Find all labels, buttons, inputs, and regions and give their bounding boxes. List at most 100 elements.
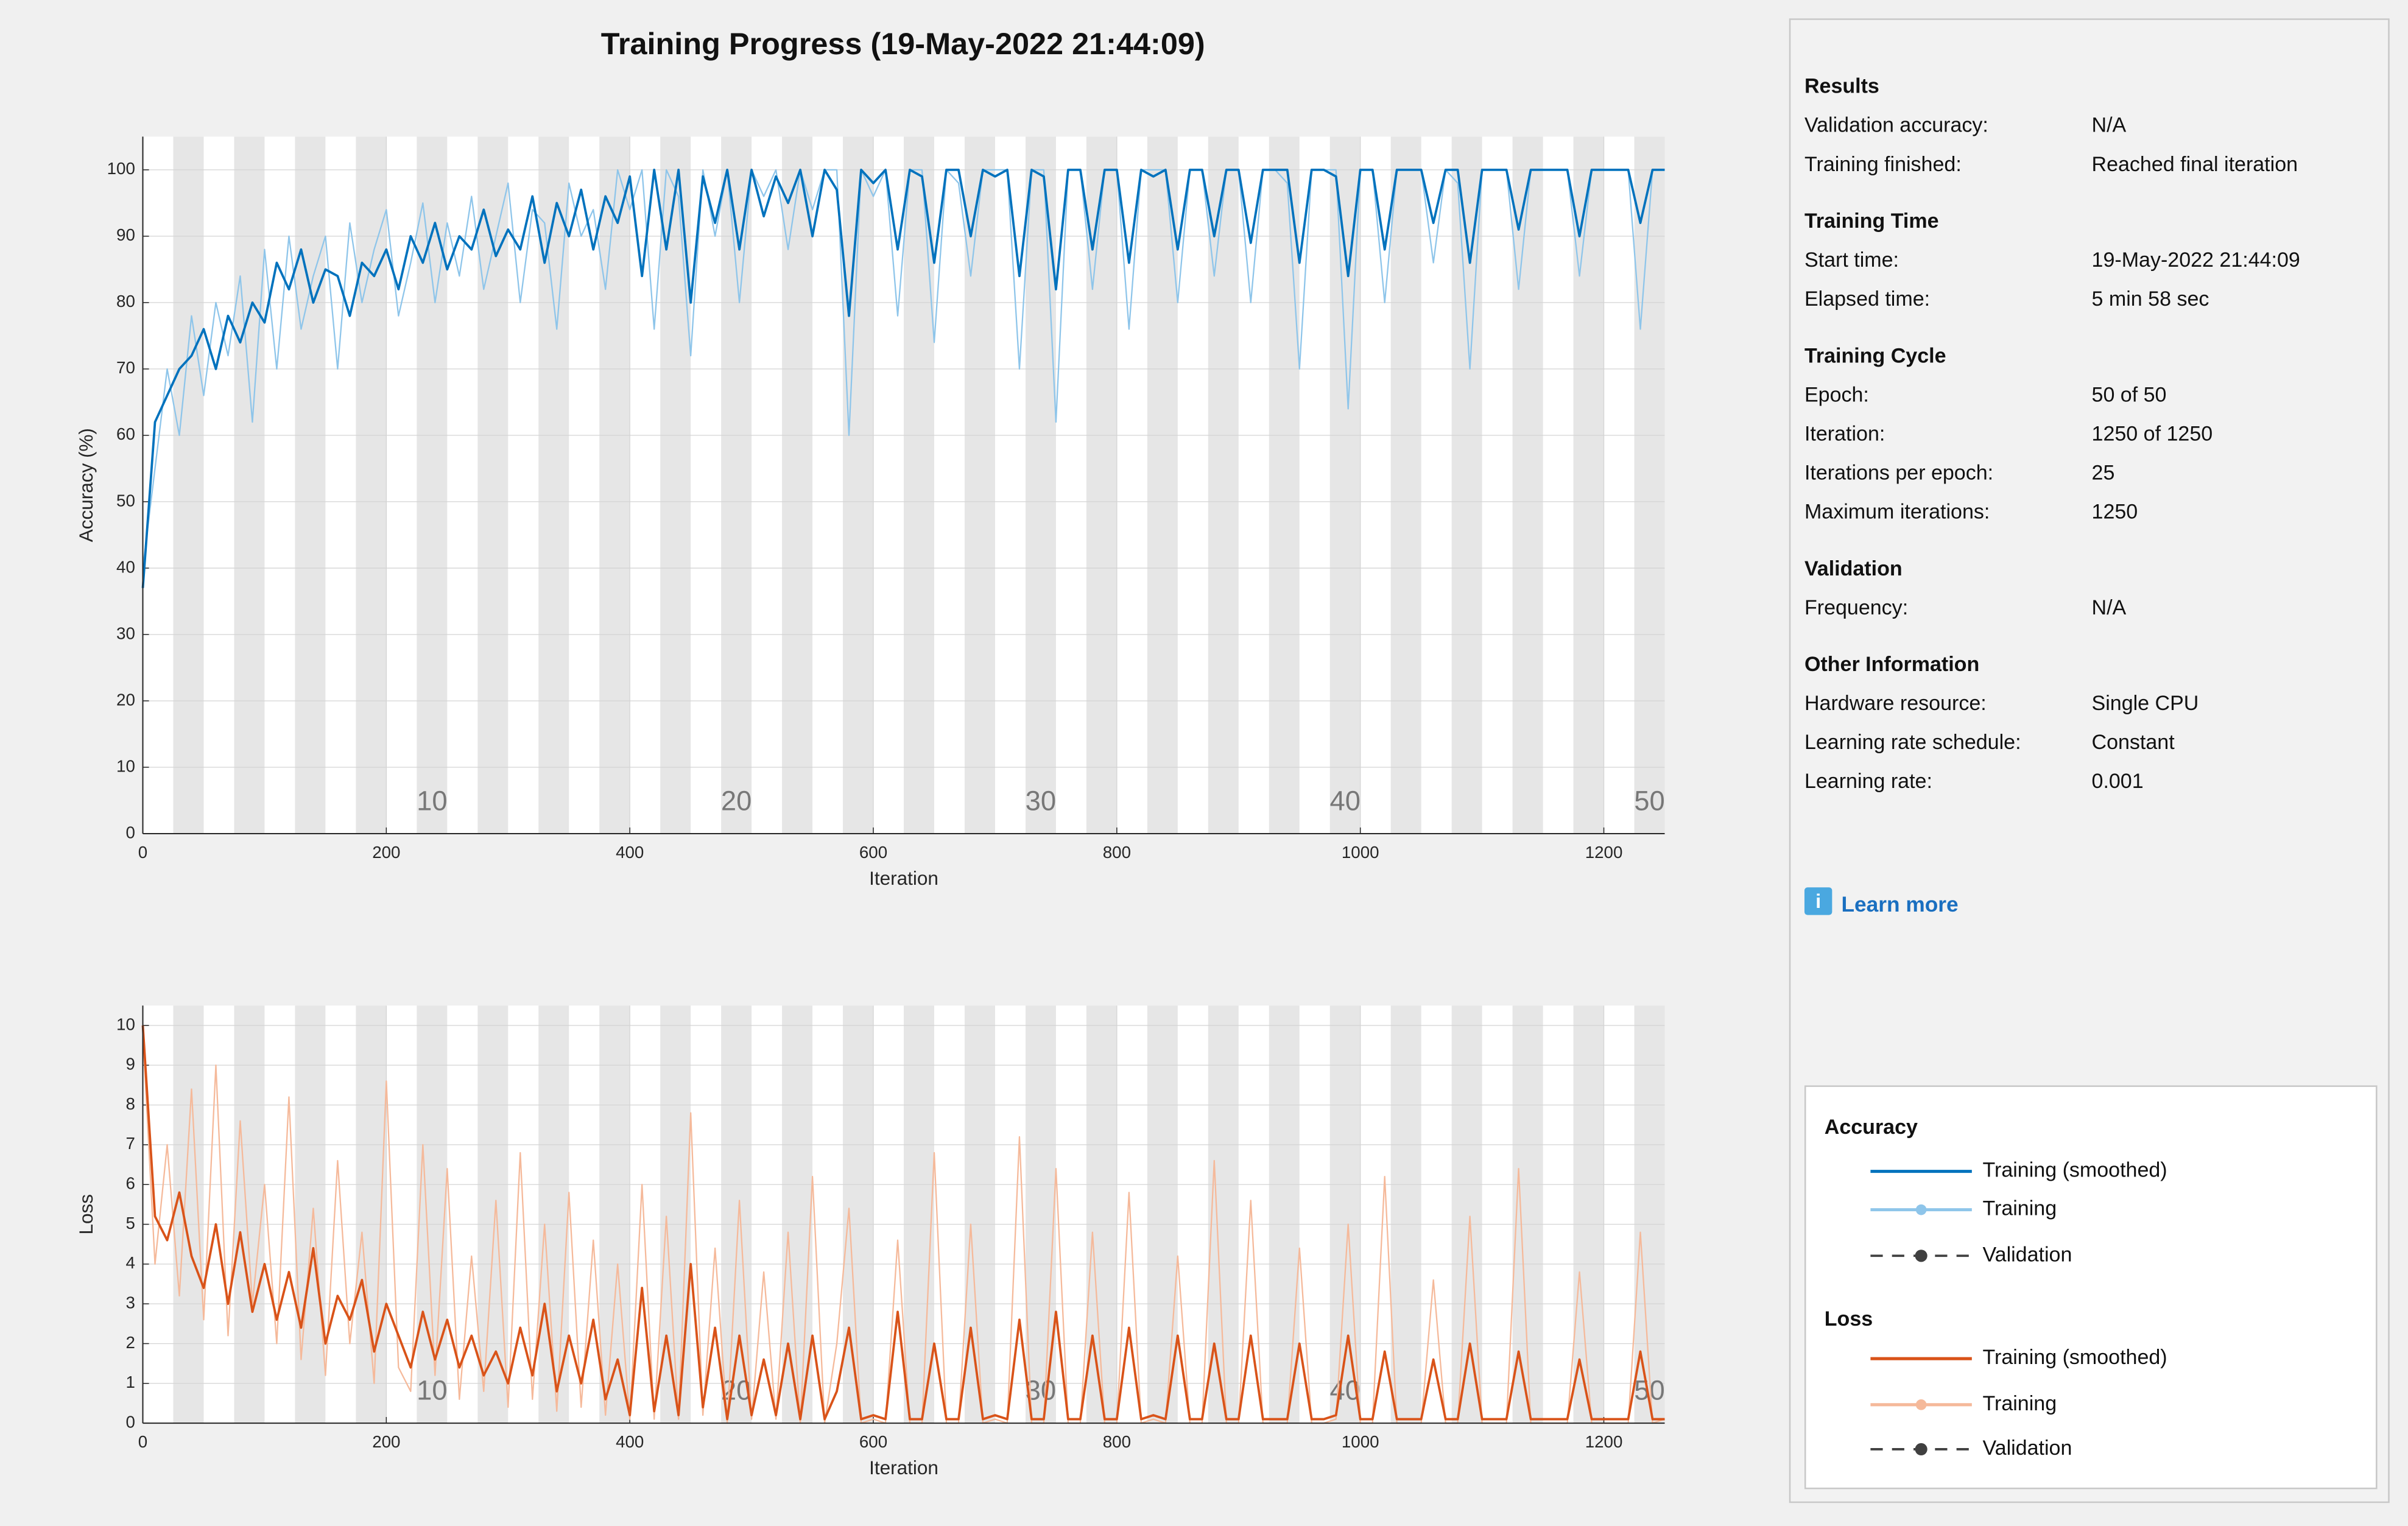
info-icon-glyph: i [1815, 890, 1821, 912]
epoch-band [660, 1005, 691, 1424]
info-label: Learning rate schedule: [1804, 731, 2021, 754]
section-heading: Results [1804, 75, 1879, 98]
info-value: 1250 of 1250 [2092, 422, 2213, 445]
legend-label: Training [1982, 1197, 2057, 1220]
epoch-band [1147, 136, 1178, 834]
epoch-band [904, 1005, 934, 1424]
info-value: N/A [2092, 596, 2127, 619]
info-label: Learning rate: [1804, 770, 1932, 793]
epoch-band [1451, 1005, 1482, 1424]
info-label: Training finished: [1804, 153, 1962, 176]
learn-more-link[interactable]: Learn more [1841, 893, 1958, 916]
epoch-band [295, 1005, 326, 1424]
info-value: 25 [2092, 462, 2115, 485]
y-tick-label: 70 [116, 358, 135, 377]
epoch-band [964, 1005, 995, 1424]
info-label: Start time: [1804, 248, 1899, 272]
info-value: 19-May-2022 21:44:09 [2092, 248, 2300, 272]
section-heading: Other Information [1804, 653, 1979, 676]
info-value: N/A [2092, 114, 2127, 137]
epoch-band [417, 136, 448, 834]
section-heading: Training Time [1804, 209, 1939, 233]
x-tick-label: 1200 [1585, 843, 1623, 862]
series-line [141, 168, 1665, 588]
x-tick-label: 600 [859, 1432, 887, 1451]
epoch-band [1269, 136, 1300, 834]
epoch-band [964, 136, 995, 834]
info-label: Elapsed time: [1804, 287, 1930, 311]
epoch-band [417, 1005, 448, 1424]
y-tick-label: 2 [125, 1333, 135, 1352]
x-tick-label: 1000 [1342, 843, 1379, 862]
y-axis-label: Loss [75, 1194, 97, 1235]
x-tick-label: 400 [616, 843, 644, 862]
epoch-band [234, 1005, 265, 1424]
info-icon[interactable] [1804, 887, 1832, 915]
epoch-label: 10 [417, 1375, 447, 1406]
x-tick-label: 800 [1103, 843, 1131, 862]
legend-label: Validation [1982, 1436, 2072, 1460]
y-tick-label: 7 [125, 1134, 135, 1153]
epoch-band [1390, 1005, 1421, 1424]
epoch-band [477, 136, 509, 834]
x-tick-label: 200 [372, 843, 400, 862]
window-title: Training Progress (19-May-2022 21:44:09) [601, 26, 1205, 61]
epoch-band [782, 136, 813, 834]
epoch-band [1390, 136, 1421, 834]
epoch-band [477, 1005, 509, 1424]
legend-label: Training (smoothed) [1982, 1159, 2167, 1182]
info-value: 0.001 [2092, 770, 2144, 793]
info-label: Epoch: [1804, 383, 1869, 406]
x-tick-label: 0 [138, 843, 147, 862]
section-heading: Validation [1804, 557, 1903, 580]
x-tick-label: 1200 [1585, 1432, 1623, 1451]
y-tick-label: 6 [125, 1174, 135, 1193]
legend-title: Accuracy [1825, 1116, 1918, 1139]
y-tick-label: 0 [125, 823, 135, 842]
info-label: Frequency: [1804, 596, 1908, 619]
epoch-label: 10 [417, 786, 447, 817]
info-label: Hardware resource: [1804, 692, 1987, 715]
epoch-band [1147, 1005, 1178, 1424]
epoch-band [234, 136, 265, 834]
legend-marker [1915, 1399, 1927, 1410]
info-value: 50 of 50 [2092, 383, 2167, 406]
legend-marker [1915, 1443, 1927, 1456]
y-tick-label: 80 [116, 292, 135, 311]
x-axis-label: Iteration [869, 867, 938, 889]
epoch-band [1512, 136, 1543, 834]
epoch-label: 20 [721, 786, 752, 817]
legend-marker [1915, 1250, 1927, 1262]
y-tick-label: 30 [116, 624, 135, 642]
legend-label: Validation [1982, 1243, 2072, 1266]
epoch-label: 50 [1634, 786, 1664, 817]
epoch-label: 40 [1329, 786, 1360, 817]
info-value: 1250 [2092, 501, 2138, 524]
x-tick-label: 0 [138, 1432, 147, 1451]
epoch-band [173, 136, 204, 834]
epoch-band [173, 1005, 204, 1424]
legend-title: Loss [1825, 1307, 1873, 1331]
x-tick-label: 400 [616, 1432, 644, 1451]
info-value: 5 min 58 sec [2092, 287, 2209, 311]
x-axis-label: Iteration [869, 1457, 938, 1479]
epoch-band [356, 1005, 387, 1424]
legend-box [1804, 1085, 2378, 1489]
y-tick-label: 5 [125, 1214, 135, 1232]
section-heading: Training Cycle [1804, 344, 1946, 367]
y-tick-label: 9 [125, 1055, 135, 1074]
epoch-band [1634, 136, 1665, 834]
epoch-band [1208, 136, 1239, 834]
epoch-band [1573, 1005, 1604, 1424]
y-tick-label: 10 [116, 756, 135, 775]
epoch-band [599, 136, 630, 834]
epoch-band [1269, 1005, 1300, 1424]
y-tick-label: 90 [116, 225, 135, 244]
y-tick-label: 100 [107, 159, 135, 178]
epoch-band [1573, 136, 1604, 834]
epoch-band [904, 136, 934, 834]
y-axis-label: Accuracy (%) [75, 428, 97, 542]
x-tick-label: 600 [859, 843, 887, 862]
epoch-band [1329, 136, 1361, 834]
